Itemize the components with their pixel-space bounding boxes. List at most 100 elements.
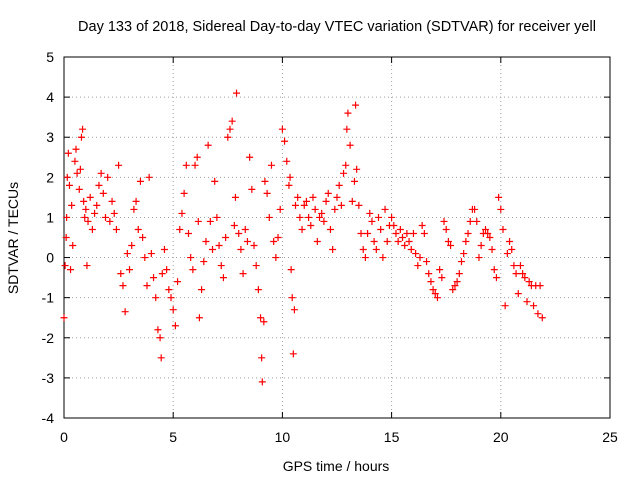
data-point <box>307 221 315 229</box>
data-point <box>147 250 155 258</box>
data-point <box>150 274 158 282</box>
data-point <box>521 274 529 282</box>
data-point <box>108 197 116 205</box>
data-point <box>523 298 531 306</box>
data-point <box>460 250 468 258</box>
data-point <box>343 125 351 133</box>
data-point <box>187 254 195 262</box>
data-point <box>331 205 339 213</box>
data-series <box>60 89 546 386</box>
data-point <box>62 234 70 241</box>
data-point <box>73 169 81 177</box>
data-point <box>414 262 422 270</box>
data-point <box>68 201 76 209</box>
data-point <box>123 250 131 258</box>
data-point <box>372 246 380 254</box>
data-point <box>290 306 298 314</box>
data-point <box>60 314 68 322</box>
data-point <box>99 189 107 197</box>
data-point <box>390 221 398 229</box>
data-point <box>388 213 396 221</box>
data-point <box>374 213 382 221</box>
data-point <box>222 234 230 241</box>
data-point <box>200 258 208 266</box>
data-point <box>67 266 75 274</box>
data-point <box>184 229 192 237</box>
data-point <box>416 254 424 262</box>
data-point <box>157 354 165 362</box>
data-point <box>383 238 391 246</box>
data-point <box>141 254 149 262</box>
data-point <box>260 318 268 326</box>
data-point <box>286 173 294 181</box>
data-point <box>239 270 247 278</box>
data-point <box>302 197 310 205</box>
data-point <box>134 225 142 233</box>
data-point <box>126 266 134 274</box>
data-point <box>165 286 173 294</box>
data-point <box>213 213 221 221</box>
data-point <box>110 209 118 217</box>
data-point <box>294 193 302 201</box>
data-point <box>178 209 186 217</box>
data-point <box>169 306 177 314</box>
data-point <box>267 161 275 169</box>
data-point <box>75 185 83 193</box>
data-point <box>246 153 254 161</box>
data-point <box>101 213 109 221</box>
data-point <box>154 326 162 334</box>
data-point <box>501 302 509 310</box>
data-point <box>61 262 69 270</box>
data-point <box>145 173 153 181</box>
y-tick-label: 4 <box>46 89 54 105</box>
data-point <box>289 350 297 358</box>
data-point <box>233 89 241 97</box>
data-point <box>143 282 151 290</box>
data-point <box>475 254 483 262</box>
data-point <box>112 225 120 233</box>
data-point <box>283 157 291 165</box>
data-point <box>158 270 166 278</box>
data-point <box>379 254 387 262</box>
y-tick-label: 0 <box>46 250 54 266</box>
data-point <box>86 193 94 201</box>
data-point <box>230 221 238 229</box>
data-point <box>237 246 245 254</box>
data-point <box>352 101 360 109</box>
data-point <box>160 246 168 254</box>
data-point <box>447 242 455 250</box>
data-point <box>488 246 496 254</box>
data-point <box>79 125 87 133</box>
y-tick-label: -2 <box>42 330 55 346</box>
data-point <box>217 262 225 270</box>
data-point <box>473 217 481 225</box>
data-point <box>442 225 450 233</box>
y-tick-label: 3 <box>46 129 54 145</box>
data-point <box>83 262 91 270</box>
data-point <box>324 189 332 197</box>
data-point <box>235 229 243 237</box>
data-point <box>381 205 389 213</box>
y-tick-label: 1 <box>46 209 54 225</box>
data-point <box>350 177 358 185</box>
data-point <box>538 314 546 322</box>
data-point <box>263 189 271 197</box>
data-point <box>136 177 144 185</box>
data-point <box>440 217 448 225</box>
data-point <box>335 181 343 189</box>
data-point <box>492 274 500 282</box>
data-point <box>519 270 527 278</box>
data-point <box>320 217 328 225</box>
data-point <box>484 229 492 237</box>
data-point <box>97 169 105 177</box>
data-point <box>292 201 300 209</box>
data-point <box>436 266 444 274</box>
data-point <box>248 185 256 193</box>
data-point <box>361 254 369 262</box>
data-point <box>418 221 426 229</box>
x-tick-label: 20 <box>493 429 509 445</box>
x-axis: 0 5 10 15 20 25 <box>60 57 618 445</box>
data-point <box>285 181 293 189</box>
data-point <box>368 217 376 225</box>
